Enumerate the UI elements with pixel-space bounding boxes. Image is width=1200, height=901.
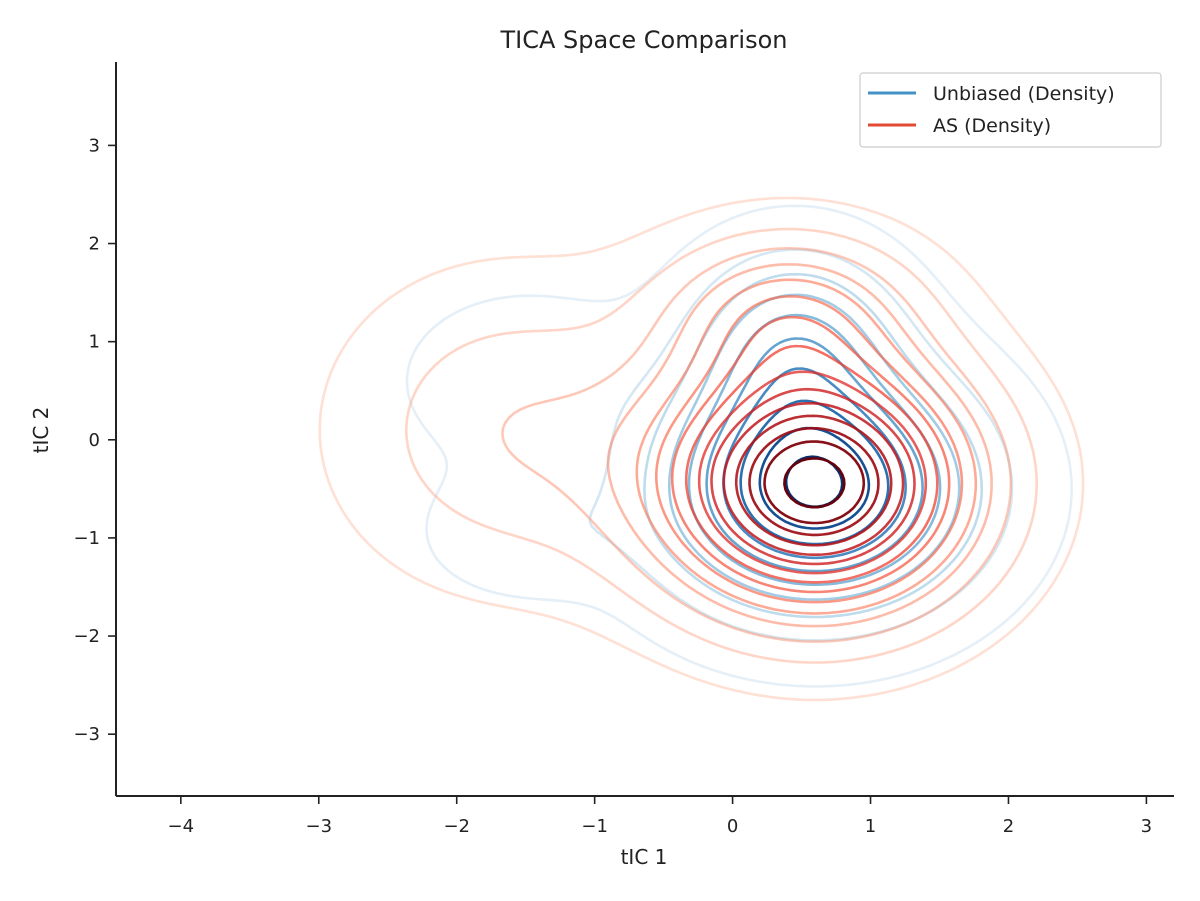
contour-line-as [606, 263, 993, 628]
legend-box [859, 72, 1162, 148]
legend-label-as: AS (Density) [933, 115, 1051, 137]
contour-line-as [318, 196, 1085, 702]
contour-layers [318, 196, 1085, 702]
contour-line-as [783, 457, 846, 509]
x-tick-label: −1 [581, 816, 608, 837]
x-tick-label: 2 [1003, 816, 1014, 837]
contour-line-unbiased [758, 426, 871, 530]
contour-line-unbiased [687, 313, 942, 586]
x-axis-label: tIC 1 [621, 845, 668, 869]
y-tick-label: 3 [89, 135, 100, 156]
contour-line-unbiased [705, 337, 924, 573]
contour-line-as [684, 344, 939, 584]
y-tick-label: 2 [89, 234, 100, 255]
x-tick-label: 3 [1141, 816, 1152, 837]
x-tick-label: −3 [305, 816, 332, 837]
contour-line-as [501, 247, 1013, 643]
axes: −4 −3 −2 −1 0 1 2 3 −3 −2 −1 0 1 2 3 [73, 62, 1174, 837]
contour-line-as [734, 414, 893, 547]
y-tick-label: −3 [73, 724, 100, 745]
contour-line-as [763, 440, 866, 525]
y-tick-label: −2 [73, 626, 100, 647]
contour-line-as [697, 370, 928, 575]
contour-line-as [748, 426, 880, 537]
contour-line-as [722, 401, 905, 556]
x-tick-label: −2 [443, 816, 470, 837]
x-tick-label: 0 [727, 816, 738, 837]
legend-label-unbiased: Unbiased (Density) [933, 83, 1115, 105]
legend: Unbiased (Density) AS (Density) [859, 72, 1162, 148]
x-tick-label: −4 [168, 816, 195, 837]
contour-line-unbiased [405, 204, 1073, 688]
contour-line-as [710, 387, 916, 566]
contour-line-as [670, 315, 951, 594]
x-tick-label: 1 [865, 816, 876, 837]
y-tick-label: 1 [89, 332, 100, 353]
contour-line-as [635, 278, 978, 615]
chart-title: TICA Space Comparison [499, 26, 787, 54]
y-tick-label: −1 [73, 528, 100, 549]
contour-line-as [655, 295, 964, 604]
contour-line-as [405, 227, 1038, 664]
y-tick-label: 0 [89, 430, 100, 451]
y-axis-label: tIC 2 [29, 407, 53, 454]
y-ticks: −3 −2 −1 0 1 2 3 [73, 135, 116, 745]
x-ticks: −4 −3 −2 −1 0 1 2 3 [168, 796, 1152, 837]
plot-area [318, 196, 1085, 702]
contour-line-unbiased [668, 293, 961, 601]
